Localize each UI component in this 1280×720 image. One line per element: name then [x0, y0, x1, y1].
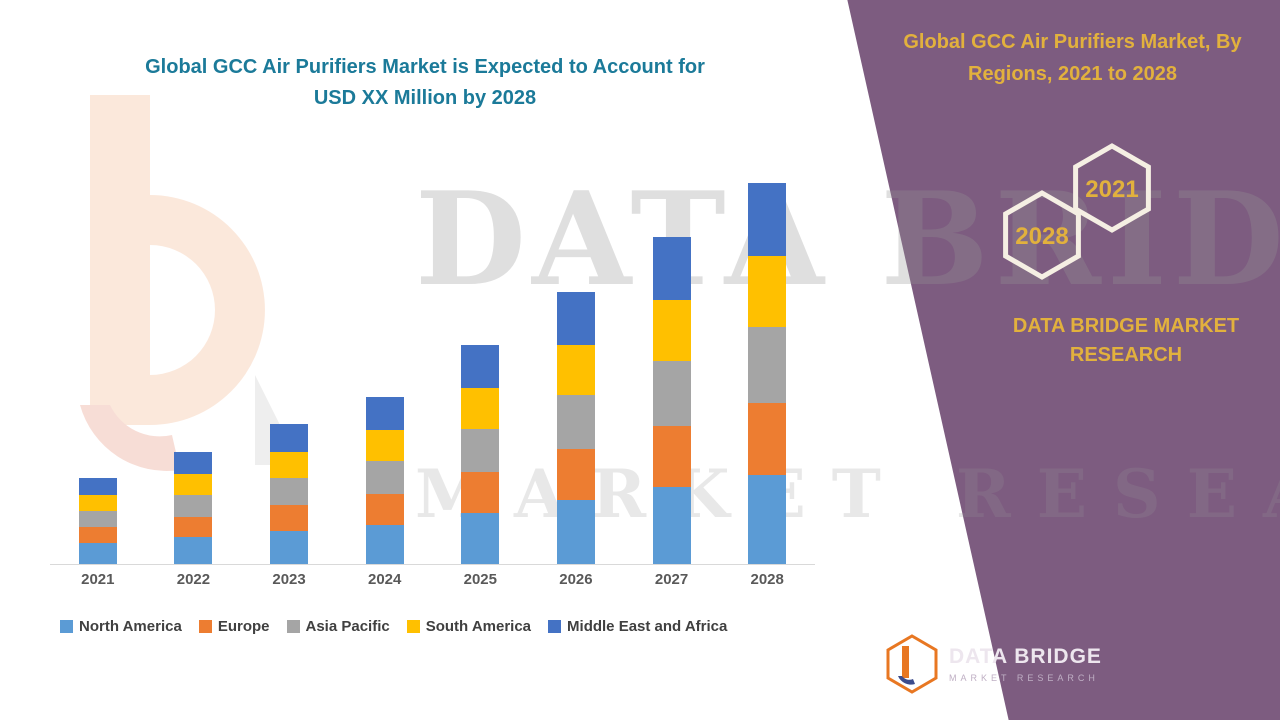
bar-segment-2022-south-america	[174, 474, 213, 495]
bar-segment-2021-north-america	[78, 543, 117, 565]
bar-segment-2024-asia-pacific	[365, 461, 404, 494]
panel-title: Global GCC Air Purifiers Market, By Regi…	[903, 31, 1242, 85]
bar-segment-2027-south-america	[652, 300, 691, 361]
footer-logo-text: DATA BRIDGE MARKET RESEARCH	[949, 645, 1102, 683]
stacked-bar-chart	[50, 165, 815, 565]
bar-segment-2023-north-america	[270, 531, 309, 565]
bar-segment-2023-europe	[270, 505, 309, 531]
bar-segment-2026-north-america	[556, 500, 595, 565]
x-axis-label-2026: 2026	[559, 571, 593, 588]
bar-2024	[337, 165, 433, 565]
bar-segment-2026-europe	[556, 449, 595, 500]
hexagon-2028-label: 2028	[1015, 223, 1068, 250]
footer-logo-name: DATA BRIDGE	[949, 645, 1102, 668]
bar-segment-2023-south-america	[270, 452, 309, 478]
bar-segment-2028-south-america	[748, 256, 787, 327]
hexagon-2021-icon	[1073, 143, 1151, 233]
bar-segment-2027-europe	[652, 426, 691, 487]
x-axis-label-2022: 2022	[176, 571, 211, 588]
x-axis-label-2023: 2023	[272, 571, 306, 588]
legend-label: Middle East and Africa	[567, 618, 728, 635]
bar-segment-2021-europe	[78, 527, 117, 543]
bar-segment-2025-middle-east-and-africa	[461, 345, 500, 388]
chart-title-line2: USD XX Million by 2028	[313, 87, 537, 109]
legend-label: Asia Pacific	[305, 618, 390, 635]
bar-segment-2025-asia-pacific	[461, 429, 500, 472]
bar-segment-2024-europe	[365, 494, 404, 525]
bar-2028	[719, 165, 815, 565]
x-axis-line	[50, 564, 815, 565]
bar-segment-2026-south-america	[556, 345, 595, 395]
brand-logo-watermark-icon	[80, 95, 300, 471]
bar-segment-2027-asia-pacific	[652, 361, 691, 426]
x-axis-label-2025: 2025	[463, 571, 497, 588]
bar-segment-2028-middle-east-and-africa	[748, 183, 787, 256]
legend-item-south-america: South America	[406, 618, 532, 635]
bar-segment-2025-south-america	[461, 388, 500, 429]
bar-2023	[241, 165, 337, 565]
legend-swatch-icon	[286, 620, 300, 633]
bar-segment-2022-north-america	[174, 537, 213, 565]
legend-item-north-america: North America	[60, 618, 182, 635]
bar-segment-2023-asia-pacific	[270, 478, 309, 505]
bar-segment-2021-middle-east-and-africa	[78, 478, 117, 495]
legend-label: North America	[79, 618, 182, 635]
chart-legend: North America Europe Asia Pacific South Ame…	[60, 618, 727, 635]
bar-segment-2025-north-america	[461, 513, 500, 565]
bar-segment-2028-asia-pacific	[748, 327, 787, 403]
bar-segment-2026-middle-east-and-africa	[556, 292, 595, 345]
x-axis-label-2021: 2021	[81, 571, 115, 588]
bar-segment-2024-middle-east-and-africa	[365, 397, 404, 430]
chart-x-labels: 2021 2022 2023 2024 2025 2026 2027 2028	[50, 571, 815, 588]
legend-swatch-icon	[406, 620, 420, 633]
bar-2021	[50, 165, 146, 565]
x-axis-label-2024: 2024	[368, 571, 402, 588]
bar-2022	[146, 165, 242, 565]
legend-swatch-icon	[548, 620, 562, 633]
bar-segment-2027-middle-east-and-africa	[652, 237, 691, 300]
bar-2026	[528, 165, 624, 565]
x-axis-label-2028: 2028	[750, 571, 784, 588]
legend-item-asia-pacific: Asia Pacific	[286, 618, 390, 635]
bar-segment-2021-asia-pacific	[78, 511, 117, 527]
legend-label: South America	[425, 618, 532, 635]
bar-segment-2027-north-america	[652, 487, 691, 565]
bar-segment-2021-south-america	[78, 495, 117, 511]
legend-label: Europe	[217, 618, 270, 635]
footer-logo: DATA BRIDGE MARKET RESEARCH	[885, 634, 1102, 694]
bar-segment-2022-asia-pacific	[174, 495, 213, 517]
bar-segment-2024-south-america	[365, 430, 404, 461]
hexagon-badges: 2021 2028	[1003, 143, 1151, 280]
legend-item-europe: Europe	[198, 618, 270, 635]
hexagon-2021-label: 2021	[1085, 176, 1138, 203]
bar-segment-2028-europe	[748, 403, 787, 475]
legend-item-middle-east-and-africa: Middle East and Africa	[548, 618, 727, 635]
bar-segment-2022-middle-east-and-africa	[174, 452, 213, 474]
chart-plot	[50, 165, 815, 565]
databridge-logo-icon	[886, 634, 938, 694]
bar-segment-2022-europe	[174, 517, 213, 537]
bar-segment-2028-north-america	[748, 475, 787, 565]
bar-segment-2023-middle-east-and-africa	[270, 424, 309, 452]
x-axis-label-2027: 2027	[654, 571, 689, 588]
chart-title: Global GCC Air Purifiers Market is Expec…	[40, 52, 810, 114]
hexagon-2028-icon	[1003, 190, 1081, 280]
legend-swatch-icon	[198, 620, 212, 633]
footer-logo-sub: MARKET RESEARCH	[949, 673, 1099, 683]
panel-brand-text: DATA BRIDGE MARKET RESEARCH	[1012, 315, 1240, 366]
bar-2025	[433, 165, 529, 565]
bar-segment-2026-asia-pacific	[556, 395, 595, 449]
chart-title-line1: Global GCC Air Purifiers Market is Expec…	[145, 56, 705, 78]
bar-segment-2024-north-america	[365, 525, 404, 565]
bar-segment-2025-europe	[461, 472, 500, 513]
legend-swatch-icon	[60, 620, 73, 633]
bar-2027	[624, 165, 720, 565]
